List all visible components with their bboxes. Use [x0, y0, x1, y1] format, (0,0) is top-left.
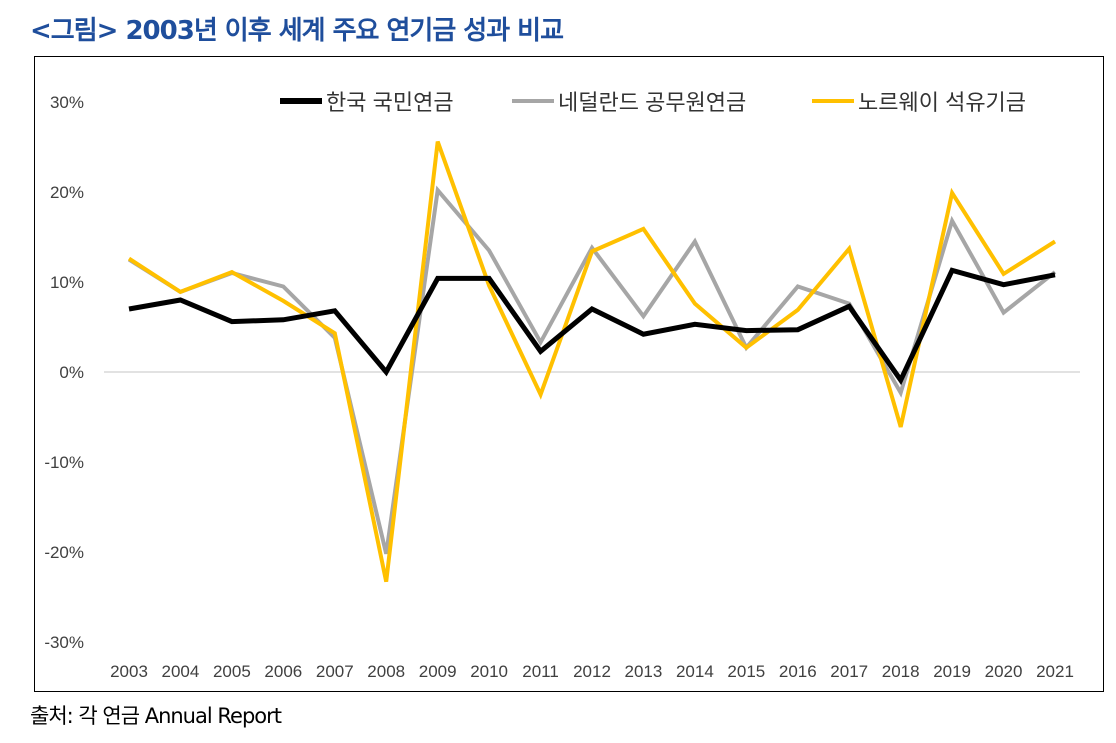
y-tick-label: 10%	[50, 273, 84, 292]
x-tick-label: 2021	[1036, 662, 1074, 681]
y-tick-label: -20%	[44, 543, 84, 562]
x-tick-label: 2008	[367, 662, 405, 681]
data-point	[693, 240, 697, 244]
y-tick-label: -30%	[44, 633, 84, 652]
x-tick-label: 2006	[264, 662, 302, 681]
x-tick-label: 2019	[933, 662, 971, 681]
x-tick-label: 2004	[162, 662, 200, 681]
x-tick-label: 2014	[676, 662, 714, 681]
data-point	[1002, 311, 1006, 315]
series-line-3	[127, 140, 1057, 583]
series-line-1	[128, 267, 1056, 386]
data-point	[539, 393, 543, 397]
data-point	[384, 580, 388, 584]
data-point	[1053, 240, 1057, 244]
data-point	[847, 247, 851, 251]
series-line-2	[127, 185, 1057, 555]
data-point	[796, 285, 800, 289]
x-tick-label: 2013	[625, 662, 663, 681]
data-point	[641, 314, 645, 318]
y-tick-label: 20%	[50, 183, 84, 202]
x-tick-label: 2017	[830, 662, 868, 681]
y-tick-label: 30%	[50, 93, 84, 112]
data-point	[899, 425, 903, 429]
data-point	[436, 188, 440, 192]
legend-label: 한국 국민연금	[326, 90, 454, 115]
data-point	[693, 302, 697, 306]
data-point	[950, 219, 954, 223]
data-point	[796, 308, 800, 312]
data-point	[744, 346, 748, 350]
x-tick-label: 2015	[727, 662, 765, 681]
y-tick-label: -10%	[44, 453, 84, 472]
data-point	[950, 191, 954, 195]
x-tick-label: 2007	[316, 662, 354, 681]
x-tick-label: 2011	[522, 662, 559, 681]
data-point	[590, 249, 594, 253]
x-tick-label: 2020	[985, 662, 1023, 681]
legend-label: 네덜란드 공무원연금	[558, 90, 746, 115]
data-point	[127, 257, 131, 261]
chart-frame	[34, 56, 1104, 692]
x-tick-label: 2010	[470, 662, 508, 681]
data-point	[436, 140, 440, 144]
x-tick-label: 2003	[110, 662, 148, 681]
x-tick-label: 2012	[573, 662, 611, 681]
data-point	[281, 299, 285, 303]
data-point	[539, 340, 543, 344]
data-point	[333, 331, 337, 335]
data-point	[178, 290, 182, 294]
x-tick-label: 2009	[419, 662, 457, 681]
data-point	[899, 391, 903, 395]
data-point	[641, 227, 645, 231]
data-point	[1002, 272, 1006, 276]
chart-title: <그림> 2003년 이후 세계 주요 연기금 성과 비교	[30, 16, 564, 46]
y-tick-label: 0%	[59, 363, 84, 382]
source-note: 출처: 각 연금 Annual Report	[30, 704, 282, 728]
data-point	[487, 249, 491, 253]
legend-label: 노르웨이 석유기금	[858, 90, 1026, 115]
x-tick-label: 2005	[213, 662, 251, 681]
data-point	[281, 285, 285, 289]
data-point	[230, 270, 234, 274]
x-tick-label: 2018	[882, 662, 920, 681]
x-tick-label: 2016	[779, 662, 817, 681]
